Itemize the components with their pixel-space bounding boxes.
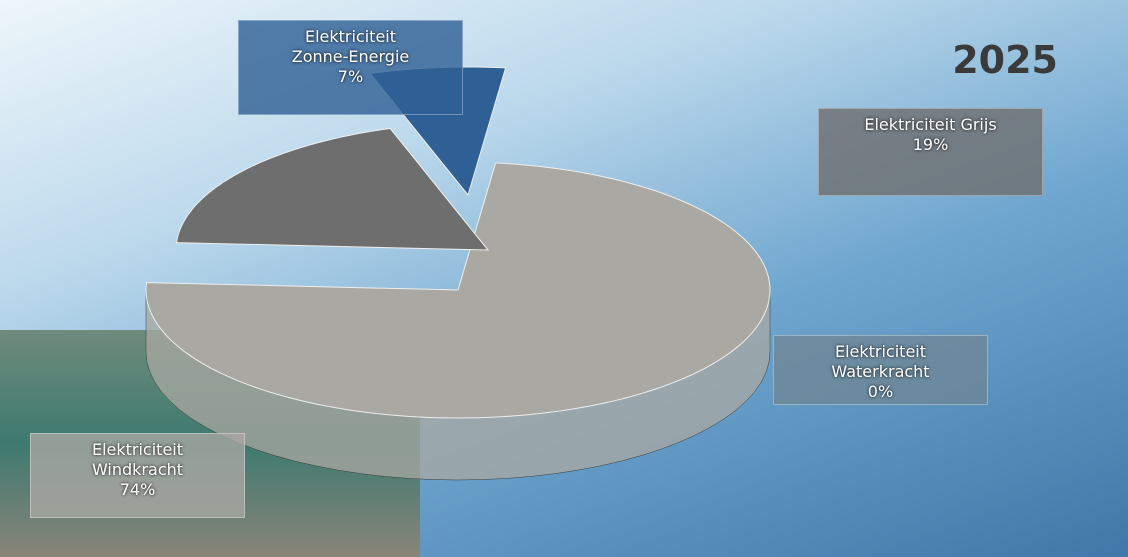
slice-label: Elektriciteit Windkracht 74% (30, 433, 245, 518)
slice-label: Elektriciteit Grijs 19% (818, 108, 1043, 196)
pie-slice (175, 127, 490, 251)
slice-label: Elektriciteit Waterkracht 0% (773, 335, 988, 405)
slice-label: Elektriciteit Zonne-Energie 7% (238, 20, 463, 115)
category-label: Elektriciteit Grijs (864, 115, 997, 134)
value-label: 19% (912, 135, 949, 154)
category-label: Elektriciteit Windkracht (91, 440, 184, 479)
category-label: Elektriciteit Zonne-Energie (291, 27, 410, 66)
chart-title: 2025 (952, 38, 1058, 82)
value-label: 74% (119, 480, 156, 499)
value-label: 0% (867, 382, 894, 401)
pie-slice (145, 162, 771, 419)
value-label: 7% (337, 67, 364, 86)
category-label: Elektriciteit Waterkracht (831, 342, 930, 381)
